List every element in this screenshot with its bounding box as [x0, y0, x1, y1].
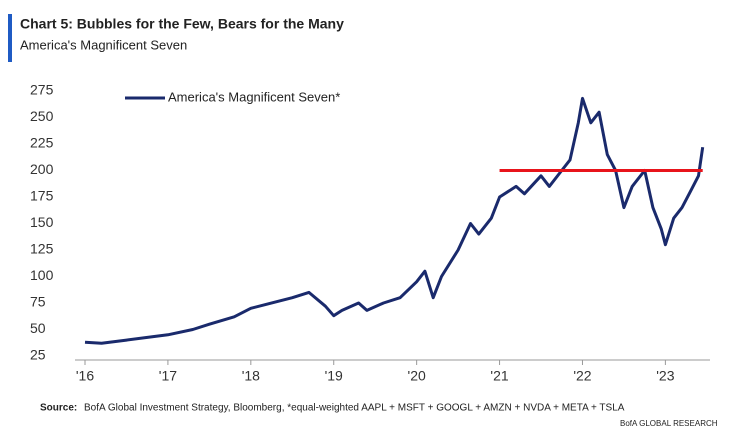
x-tick-label: '17 — [159, 368, 177, 384]
chart-subtitle: America's Magnificent Seven — [20, 37, 187, 52]
y-tick-label: 250 — [30, 108, 54, 124]
y-tick-label: 225 — [30, 135, 54, 151]
y-tick-label: 200 — [30, 161, 54, 177]
x-tick-label: '23 — [656, 368, 674, 384]
chart-title: Chart 5: Bubbles for the Few, Bears for … — [20, 16, 344, 32]
x-tick-label: '19 — [325, 368, 343, 384]
y-tick-label: 275 — [30, 82, 54, 98]
legend-label: America's Magnificent Seven* — [168, 89, 340, 104]
x-tick-label: '22 — [573, 368, 591, 384]
x-tick-label: '16 — [76, 368, 94, 384]
source: BofA Global Investment Strategy, Bloombe… — [84, 403, 625, 414]
y-tick-label: 150 — [30, 214, 54, 230]
source-label: Source: — [40, 403, 77, 414]
x-tick-label: '18 — [242, 368, 260, 384]
y-tick-label: 50 — [30, 320, 46, 336]
y-tick-label: 125 — [30, 241, 54, 257]
credit: BofA GLOBAL RESEARCH — [620, 419, 718, 428]
y-tick-label: 100 — [30, 267, 54, 283]
y-tick-label: 75 — [30, 294, 46, 310]
x-tick-label: '20 — [408, 368, 426, 384]
y-tick-label: 175 — [30, 188, 54, 204]
accent-bar — [8, 14, 12, 62]
x-tick-label: '21 — [490, 368, 508, 384]
series-line — [84, 96, 705, 345]
y-tick-label: 25 — [30, 347, 46, 363]
